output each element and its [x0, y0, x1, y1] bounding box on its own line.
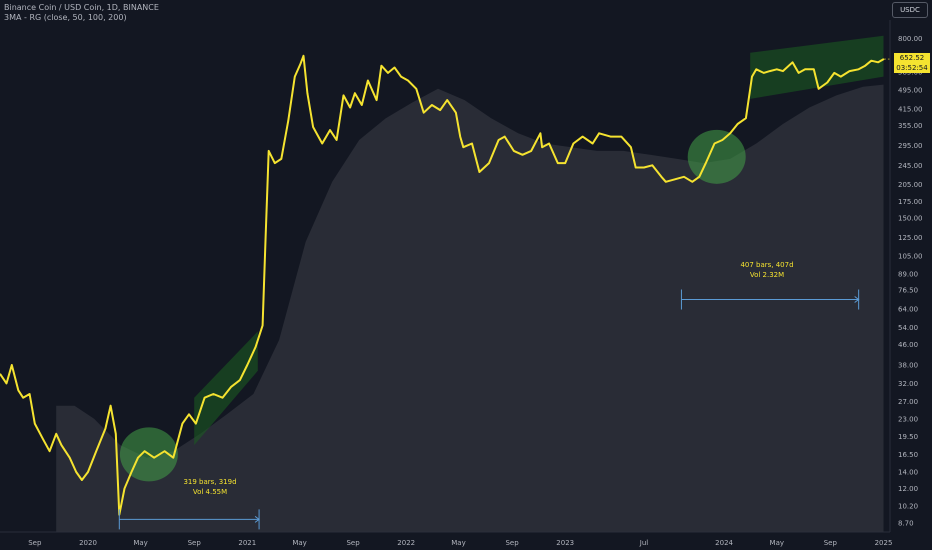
- channel-band-2: [194, 331, 258, 446]
- price-tick-label: 125.00: [898, 234, 923, 242]
- price-tick-label: 105.00: [898, 253, 923, 261]
- time-tick-label: Sep: [824, 539, 838, 547]
- indicator-label[interactable]: 3MA - RG (close, 50, 100, 200): [4, 13, 127, 22]
- time-tick-label: May: [451, 539, 465, 547]
- measure-annotation-1-volume: Vol 4.55M: [193, 488, 227, 496]
- time-tick-label: 2020: [79, 539, 97, 547]
- price-tick-label: 295.00: [898, 142, 923, 150]
- bar-countdown: 03:52:54: [896, 64, 928, 72]
- price-tick-label: 16.50: [898, 451, 918, 459]
- measure-annotation-1-bars: 319 bars, 319d: [183, 478, 236, 486]
- measure-layer: [118, 289, 860, 530]
- price-tick-label: 27.00: [898, 398, 918, 406]
- measure-annotation-2-volume: Vol 2.32M: [750, 271, 784, 279]
- time-tick-label: Sep: [28, 539, 42, 547]
- measure-arrowhead-1: [854, 296, 860, 303]
- channel-band-3: [750, 35, 884, 99]
- price-tick-label: 23.00: [898, 415, 918, 423]
- ma-band-area: [56, 84, 884, 532]
- price-tick-label: 800.00: [898, 35, 923, 43]
- price-tick-label: 150.00: [898, 214, 923, 222]
- chart-header: Binance Coin / USD Coin, 1D, BINANCE 3MA…: [4, 3, 159, 23]
- price-tick-label: 205.00: [898, 181, 923, 189]
- time-tick-label: May: [292, 539, 306, 547]
- time-tick-label: Sep: [188, 539, 202, 547]
- price-axis[interactable]: 800.00675.00585.00495.00415.00355.00295.…: [898, 35, 923, 528]
- last-price-value: 652.52: [899, 54, 925, 62]
- time-tick-label: 2021: [238, 539, 256, 547]
- time-axis[interactable]: Sep 2020 May Sep 2021 May Sep 2022 May Sep 2023 Jul…: [28, 539, 892, 547]
- measure-arrowhead-0: [254, 515, 260, 523]
- currency-button[interactable]: USDC: [892, 2, 928, 18]
- time-tick-label: Jul: [639, 539, 649, 547]
- price-tick-label: 495.00: [898, 86, 923, 94]
- time-tick-label: Sep: [505, 539, 519, 547]
- time-tick-label: 2022: [397, 539, 415, 547]
- measure-annotation-2-bars: 407 bars, 407d: [740, 261, 793, 269]
- price-tick-label: 19.50: [898, 433, 918, 441]
- price-tick-label: 8.70: [898, 520, 914, 528]
- price-tick-label: 54.00: [898, 324, 918, 332]
- price-tick-label: 10.20: [898, 503, 918, 511]
- price-tick-label: 12.00: [898, 485, 918, 493]
- time-tick-label: Sep: [346, 539, 360, 547]
- price-tick-label: 64.00: [898, 306, 918, 314]
- price-tick-label: 76.50: [898, 287, 918, 295]
- time-tick-label: 2025: [875, 539, 893, 547]
- price-tick-label: 355.00: [898, 122, 923, 130]
- price-tick-label: 32.00: [898, 380, 918, 388]
- symbol-title[interactable]: Binance Coin / USD Coin, 1D, BINANCE: [4, 3, 159, 12]
- last-price-tag: 652.52 03:52:54: [894, 53, 930, 73]
- time-tick-label: May: [770, 539, 784, 547]
- price-tick-label: 46.00: [898, 341, 918, 349]
- price-tick-label: 175.00: [898, 198, 923, 206]
- time-tick-label: 2023: [556, 539, 574, 547]
- price-line-layer: [0, 54, 890, 516]
- price-tick-label: 245.00: [898, 162, 923, 170]
- ma-band-layer: [56, 84, 884, 532]
- time-tick-label: 2024: [715, 539, 733, 547]
- price-tick-label: 38.00: [898, 362, 918, 370]
- price-tick-label: 415.00: [898, 105, 923, 113]
- price-tick-label: 89.00: [898, 270, 918, 278]
- price-tick-label: 14.00: [898, 469, 918, 477]
- highlight-circle-1: [687, 129, 746, 184]
- time-tick-label: May: [133, 539, 147, 547]
- price-line: [0, 54, 885, 516]
